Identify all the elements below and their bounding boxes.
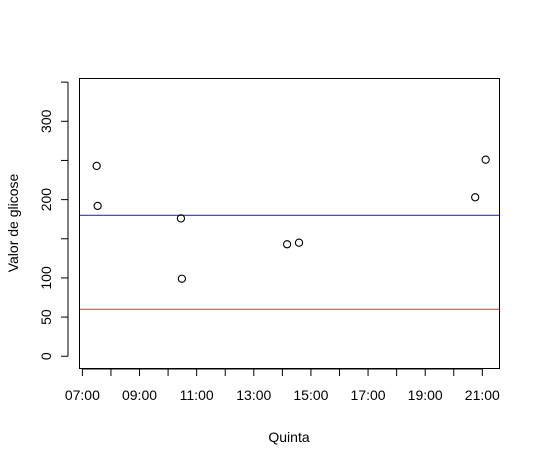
data-point (472, 194, 479, 201)
data-point (482, 156, 489, 163)
y-tick-label: 100 (38, 266, 54, 290)
x-tick-label: 09:00 (122, 387, 157, 403)
data-point (178, 275, 185, 282)
x-axis: 07:00 09:00 11:00 13:00 15:00 17:00 19:00 21:00 (65, 369, 500, 403)
y-tick-label: 50 (38, 309, 54, 325)
x-tick-label: 13:00 (236, 387, 271, 403)
plot-frame (80, 79, 500, 369)
data-point (295, 239, 302, 246)
x-tick-label: 19:00 (408, 387, 443, 403)
x-tick-label: 07:00 (65, 387, 100, 403)
hlines-layer (80, 215, 499, 309)
y-axis-label: Valor de glicose (5, 174, 21, 273)
points-layer (93, 156, 489, 282)
data-point (284, 241, 291, 248)
x-axis-label: Quinta (268, 429, 309, 445)
x-tick-label: 15:00 (293, 387, 328, 403)
y-tick-label: 300 (38, 109, 54, 133)
y-tick-label: 0 (38, 352, 54, 360)
data-point (177, 215, 184, 222)
data-point (94, 202, 101, 209)
x-tick-label: 17:00 (351, 387, 386, 403)
x-tick-label: 21:00 (465, 387, 500, 403)
data-point (93, 162, 100, 169)
y-tick-label: 200 (38, 188, 54, 212)
x-tick-label: 11:00 (180, 387, 214, 403)
y-axis: 0 50 100 200 300 (38, 82, 68, 360)
